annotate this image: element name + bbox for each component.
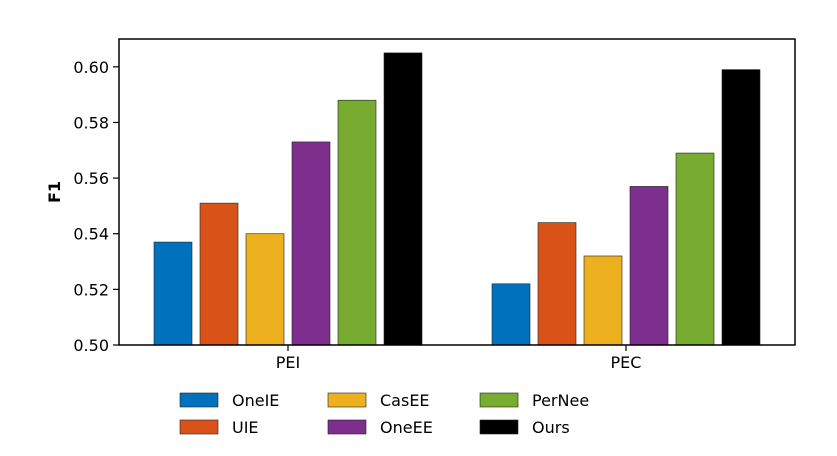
plot-frame	[118, 38, 796, 346]
bar-casee-pec	[583, 255, 623, 346]
x-tick-label-pec: PEC	[611, 353, 642, 372]
y-axis-label: F1	[45, 181, 64, 203]
legend-swatch	[179, 419, 219, 435]
y-tick-label: 0.52	[73, 280, 109, 299]
legend-item-uie: UIE	[179, 418, 259, 437]
legend-label: UIE	[232, 418, 259, 437]
y-tick-label: 0.56	[73, 169, 109, 188]
x-axis: PEI PEC	[276, 345, 642, 372]
legend-label: CasEE	[380, 391, 430, 410]
bar-ours-pei	[383, 52, 423, 346]
y-tick-label: 0.54	[73, 225, 109, 244]
y-axis: 0.50 0.52 0.54 0.56 0.58 0.60	[73, 58, 119, 355]
bar-uie-pec	[537, 222, 577, 346]
legend-swatch	[179, 392, 219, 408]
legend-swatch	[327, 392, 367, 408]
x-tick-label-pei: PEI	[276, 353, 300, 372]
bar-oneie-pei	[153, 241, 193, 346]
legend-label: OneEE	[380, 418, 433, 437]
y-tick-label: 0.60	[73, 58, 109, 77]
legend-swatch	[479, 392, 519, 408]
legend-swatch	[327, 419, 367, 435]
y-tick-label: 0.58	[73, 113, 109, 132]
legend-label: OneIE	[232, 391, 279, 410]
bar-pernee-pei	[337, 99, 377, 346]
bar-oneee-pec	[629, 186, 669, 346]
bar-casee-pei	[245, 233, 285, 346]
bars-layer	[153, 52, 761, 346]
bar-ours-pec	[721, 69, 761, 346]
bar-pernee-pec	[675, 152, 715, 346]
bar-oneie-pec	[491, 283, 531, 346]
legend: OneIE UIE CasEE OneEE PerNee Ours	[179, 391, 589, 437]
legend-label: Ours	[532, 418, 570, 437]
y-tick-label: 0.50	[73, 336, 109, 355]
legend-item-oneie: OneIE	[179, 391, 279, 410]
legend-item-ours: Ours	[479, 418, 570, 437]
legend-item-pernee: PerNee	[479, 391, 589, 410]
legend-item-casee: CasEE	[327, 391, 430, 410]
legend-item-oneee: OneEE	[327, 418, 433, 437]
legend-swatch	[479, 419, 519, 435]
bar-oneee-pei	[291, 141, 331, 346]
legend-label: PerNee	[532, 391, 589, 410]
bar-uie-pei	[199, 202, 239, 346]
